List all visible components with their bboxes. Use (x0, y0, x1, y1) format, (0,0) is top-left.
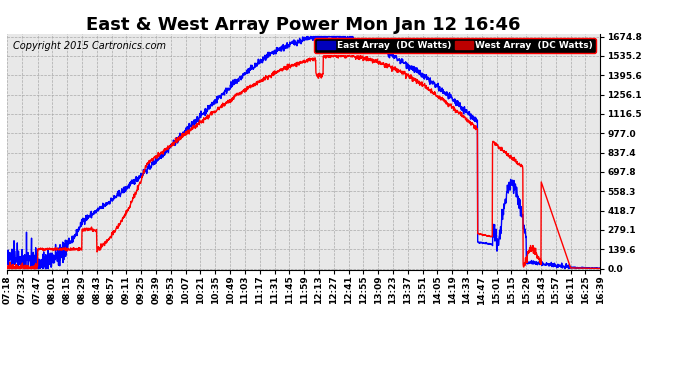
Title: East & West Array Power Mon Jan 12 16:46: East & West Array Power Mon Jan 12 16:46 (86, 16, 521, 34)
Text: Copyright 2015 Cartronics.com: Copyright 2015 Cartronics.com (13, 41, 166, 51)
Legend: East Array  (DC Watts), West Array  (DC Watts): East Array (DC Watts), West Array (DC Wa… (314, 38, 595, 53)
